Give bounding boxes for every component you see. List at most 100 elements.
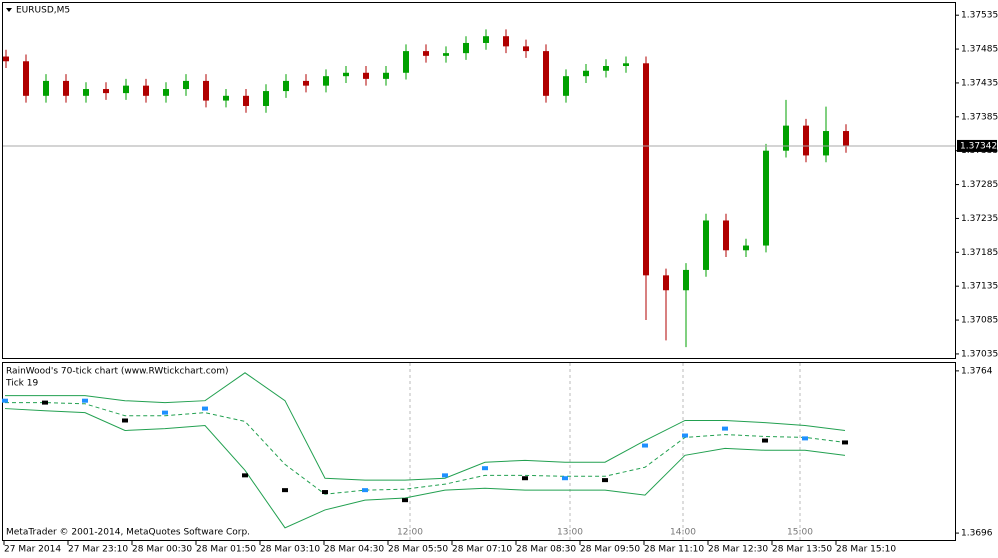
candle-body bbox=[503, 36, 509, 47]
symbol-title: EURUSD,M5 bbox=[16, 6, 70, 16]
candle-body bbox=[323, 76, 329, 86]
candle-body bbox=[263, 91, 269, 106]
y-tick-label: 1.37185 bbox=[961, 248, 998, 258]
candle-body bbox=[483, 36, 489, 43]
tick-bar bbox=[242, 473, 248, 478]
time-label: 28 Mar 05:50 bbox=[388, 545, 448, 555]
candle-body bbox=[63, 80, 69, 96]
candle-body bbox=[383, 72, 389, 79]
candle-body bbox=[423, 51, 429, 56]
band-line bbox=[4, 408, 846, 529]
tick-bar bbox=[282, 488, 288, 493]
band-line bbox=[5, 372, 846, 481]
tick-bar bbox=[162, 410, 168, 415]
footer: MetaTrader © 2001-2014, MetaQuotes Softw… bbox=[6, 528, 250, 538]
candle-body bbox=[163, 89, 169, 96]
candle-body bbox=[843, 131, 849, 146]
candle-body bbox=[303, 80, 309, 86]
candle-body bbox=[243, 95, 249, 106]
tick-bar bbox=[82, 398, 88, 403]
current-price-label: 1.37342 bbox=[960, 141, 997, 151]
candle-body bbox=[43, 80, 49, 96]
tick-bar bbox=[322, 490, 328, 495]
y-tick-label: 1.3764 bbox=[961, 366, 993, 376]
candle-body bbox=[143, 85, 149, 96]
time-label: 28 Mar 07:10 bbox=[452, 545, 512, 555]
candle-body bbox=[443, 53, 449, 56]
tick-bar bbox=[722, 426, 728, 431]
candle-body bbox=[3, 56, 9, 62]
time-label: 28 Mar 09:50 bbox=[580, 545, 640, 555]
time-label: 28 Mar 01:50 bbox=[196, 545, 256, 555]
tick-bar bbox=[362, 488, 368, 493]
tick-bar bbox=[442, 473, 448, 478]
candle-body bbox=[743, 245, 749, 251]
panel-time-label: 12:00 bbox=[397, 528, 423, 538]
y-tick-label: 1.37035 bbox=[961, 349, 998, 359]
y-tick-label: 1.37085 bbox=[961, 316, 998, 326]
tick-bar bbox=[482, 466, 488, 471]
tick-bar bbox=[602, 478, 608, 483]
candle-body bbox=[83, 89, 89, 96]
tick-bar bbox=[122, 418, 128, 423]
candle-body bbox=[583, 70, 589, 77]
panel-time-label: 15:00 bbox=[787, 528, 813, 538]
candle-body bbox=[523, 46, 529, 52]
time-label: 28 Mar 15:10 bbox=[836, 545, 896, 555]
candle-body bbox=[783, 125, 789, 151]
candle-body bbox=[703, 220, 709, 270]
y-tick-label: 1.3696 bbox=[961, 529, 993, 539]
current-price-box bbox=[957, 139, 997, 152]
candle-body bbox=[803, 125, 809, 156]
y-tick-label: 1.37535 bbox=[961, 11, 998, 21]
time-label: 27 Mar 2014 bbox=[4, 545, 61, 555]
tick-bar bbox=[402, 498, 408, 503]
candle-body bbox=[403, 51, 409, 73]
time-label: 27 Mar 23:10 bbox=[68, 545, 128, 555]
candle-body bbox=[683, 269, 689, 291]
menu-triangle[interactable] bbox=[6, 8, 12, 12]
tick-bar bbox=[2, 398, 8, 403]
y-tick-label: 1.37135 bbox=[961, 282, 998, 292]
tick-bar bbox=[202, 406, 208, 411]
y-tick-label: 1.37235 bbox=[961, 214, 998, 224]
y-tick-label: 1.37435 bbox=[961, 78, 998, 88]
candle-body bbox=[103, 89, 109, 94]
candle-body bbox=[283, 80, 289, 92]
tick-bar bbox=[842, 440, 848, 445]
candle-body bbox=[223, 95, 229, 101]
candle-body bbox=[603, 66, 609, 71]
y-tick-label: 1.37485 bbox=[961, 45, 998, 55]
candle-body bbox=[543, 51, 549, 96]
time-label: 28 Mar 03:10 bbox=[260, 545, 320, 555]
time-label: 28 Mar 08:30 bbox=[516, 545, 576, 555]
time-label: 28 Mar 04:30 bbox=[324, 545, 384, 555]
candle-body bbox=[363, 72, 369, 79]
candle-body bbox=[723, 220, 729, 251]
time-label: 28 Mar 12:30 bbox=[708, 545, 768, 555]
candle-body bbox=[203, 80, 209, 101]
band-line bbox=[5, 402, 846, 495]
time-label: 28 Mar 00:30 bbox=[132, 545, 192, 555]
candle-body bbox=[343, 72, 349, 77]
candle-body bbox=[183, 80, 189, 90]
panel-time-label: 14:00 bbox=[670, 528, 696, 538]
tick-bar bbox=[682, 433, 688, 438]
tick-bar bbox=[642, 443, 648, 448]
panel-time-label: 13:00 bbox=[557, 528, 583, 538]
candle-body bbox=[123, 85, 129, 94]
candle-body bbox=[663, 275, 669, 291]
candle-body bbox=[23, 61, 29, 96]
candle-body bbox=[643, 63, 649, 276]
tick-bar bbox=[522, 476, 528, 481]
candle-body bbox=[823, 131, 829, 156]
indicator-title: RainWood's 70-tick chart (www.RWtickchar… bbox=[6, 367, 229, 377]
candle-body bbox=[463, 42, 469, 54]
candle-body bbox=[623, 63, 629, 67]
time-label: 28 Mar 11:10 bbox=[644, 545, 704, 555]
candle-body bbox=[563, 76, 569, 96]
y-tick-label: 1.37285 bbox=[961, 180, 998, 190]
y-tick-label: 1.37385 bbox=[961, 112, 998, 122]
